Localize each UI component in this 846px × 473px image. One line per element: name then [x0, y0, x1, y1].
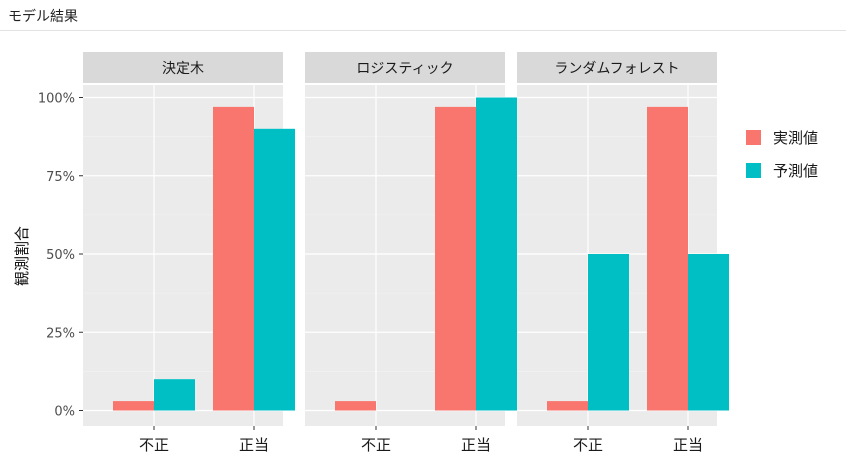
bar: [435, 106, 476, 411]
bar: [547, 401, 588, 411]
bar: [476, 97, 517, 411]
y-tick-label: 100%: [38, 92, 75, 107]
bar: [688, 254, 729, 411]
x-tick-label: 不正: [573, 436, 603, 454]
facet-strip: [305, 52, 505, 83]
header-bar: モデル結果: [0, 0, 846, 31]
y-tick-label: 75%: [46, 170, 75, 185]
bar: [113, 401, 154, 411]
legend-label: 実測値: [773, 129, 818, 147]
page-title: モデル結果: [8, 9, 78, 25]
x-tick-label: 不正: [361, 436, 391, 454]
bar: [335, 401, 376, 411]
facet-title: ランダムフォレスト: [554, 61, 679, 77]
bar: [154, 379, 195, 411]
bar: [647, 106, 688, 411]
x-tick-label: 正当: [673, 436, 703, 454]
legend-key: [746, 163, 761, 178]
bar: [213, 106, 254, 411]
bar: [588, 254, 629, 411]
y-axis-title: 観測割合: [13, 226, 31, 286]
facet-title: ロジスティック: [356, 61, 453, 77]
bar: [254, 128, 295, 411]
facet-title: 決定木: [162, 61, 204, 77]
legend-label: 予測値: [773, 162, 818, 180]
y-tick-label: 0%: [54, 405, 75, 420]
x-tick-label: 不正: [139, 436, 169, 454]
y-tick-label: 25%: [46, 326, 75, 341]
facet-strip: [83, 52, 283, 83]
y-tick-label: 50%: [46, 248, 75, 263]
legend-key: [746, 130, 761, 145]
x-tick-label: 正当: [239, 436, 269, 454]
x-tick-label: 正当: [461, 436, 491, 454]
facet-strip: [517, 52, 717, 83]
